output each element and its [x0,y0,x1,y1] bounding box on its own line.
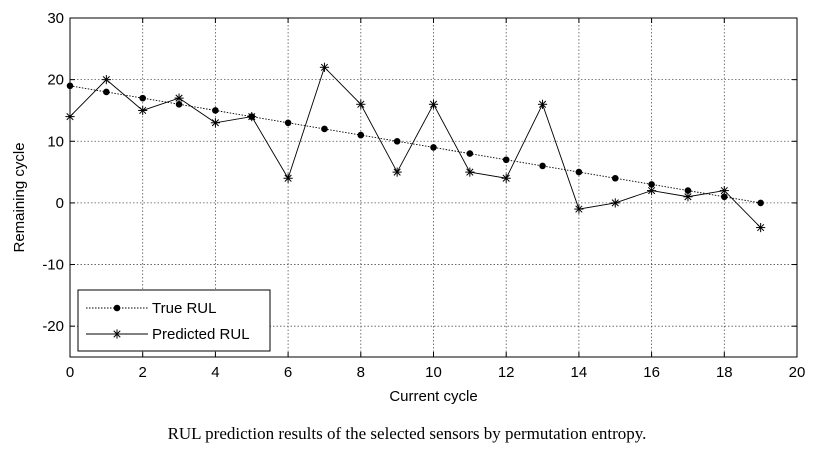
data-point-true-rul [757,199,764,207]
series-line [69,85,761,204]
series-layer [65,62,766,233]
data-point-predicted-rul [719,185,729,196]
x-tick-label: 6 [284,364,292,381]
data-point-predicted-rul [465,167,475,177]
legend-entry: Predicted RUL [86,326,250,343]
data-point-predicted-rul [101,75,111,85]
data-point-true-rul [502,156,510,164]
data-point-predicted-rul [428,99,439,109]
x-tick-label: 12 [498,364,515,381]
x-tick-label: 14 [571,364,588,381]
y-tick-label: 30 [47,10,64,27]
data-point-predicted-rul [210,118,220,128]
data-point-predicted-rul [537,99,548,109]
data-point-predicted-rul [319,62,330,72]
x-tick-label: 10 [425,364,442,381]
data-point-true-rul [139,94,146,102]
legend-label: True RUL [152,300,216,317]
y-tick-label: 10 [47,133,64,150]
data-point-predicted-rul [610,198,620,208]
data-point-predicted-rul [647,185,657,196]
rul-chart: 0 2 4 6 8 10 12 14 16 18 20 -20 -10 0 10 20 30 Current c… [11,10,805,405]
x-tick-label: 4 [211,364,219,381]
y-tick-label: -10 [42,257,64,274]
data-point-true-rul [175,100,183,108]
x-tick-label: 20 [789,364,806,381]
x-tick-label: 0 [66,364,74,381]
data-point-true-rul [357,131,365,139]
legend-entry: True RUL [86,300,216,317]
data-point-true-rul [575,168,583,176]
series-true-rul [66,82,764,207]
data-point-predicted-rul [501,173,511,183]
data-point-predicted-rul [683,192,693,202]
data-point-true-rul [393,137,401,145]
data-point-predicted-rul [174,93,184,103]
x-tick-label: 8 [357,364,365,381]
data-point-true-rul [539,162,546,170]
data-point-predicted-rul [756,222,766,233]
data-point-predicted-rul [356,99,366,109]
data-point-predicted-rul [247,112,257,122]
x-tick-label: 2 [139,364,147,381]
figure-caption: RUL prediction results of the selected s… [167,424,647,443]
legend: True RUL Predicted RUL [77,289,271,352]
data-point-predicted-rul [574,204,584,214]
legend-box [77,289,271,352]
legend-marker-asterisk [112,329,122,339]
x-tick-label: 16 [643,364,660,381]
data-point-true-rul [611,174,619,182]
x-axis-label: Current cycle [389,388,477,405]
data-point-true-rul [430,144,437,151]
y-tick-label: -20 [42,318,64,335]
series-line [69,66,761,228]
legend-label: Predicted RUL [152,326,250,343]
data-point-true-rul [321,125,328,133]
data-point-true-rul [103,88,110,96]
y-tick-label: 0 [56,195,64,212]
y-tick-label: 20 [47,72,64,89]
axis-ticks: 0 2 4 6 8 10 12 14 16 18 20 -20 -10 0 10 20 30 [42,10,805,381]
data-point-predicted-rul [392,167,402,177]
legend-marker-dot [113,304,121,312]
data-point-true-rul [466,150,474,157]
data-point-true-rul [284,119,292,127]
series-predicted-rul [65,62,766,233]
data-point-true-rul [212,107,219,114]
x-tick-label: 18 [716,364,733,381]
y-axis-label: Remaining cycle [11,142,28,252]
data-point-true-rul [648,181,655,188]
data-point-predicted-rul [283,173,293,183]
data-point-true-rul [721,193,728,201]
data-point-true-rul [684,187,692,194]
data-point-predicted-rul [138,105,148,116]
